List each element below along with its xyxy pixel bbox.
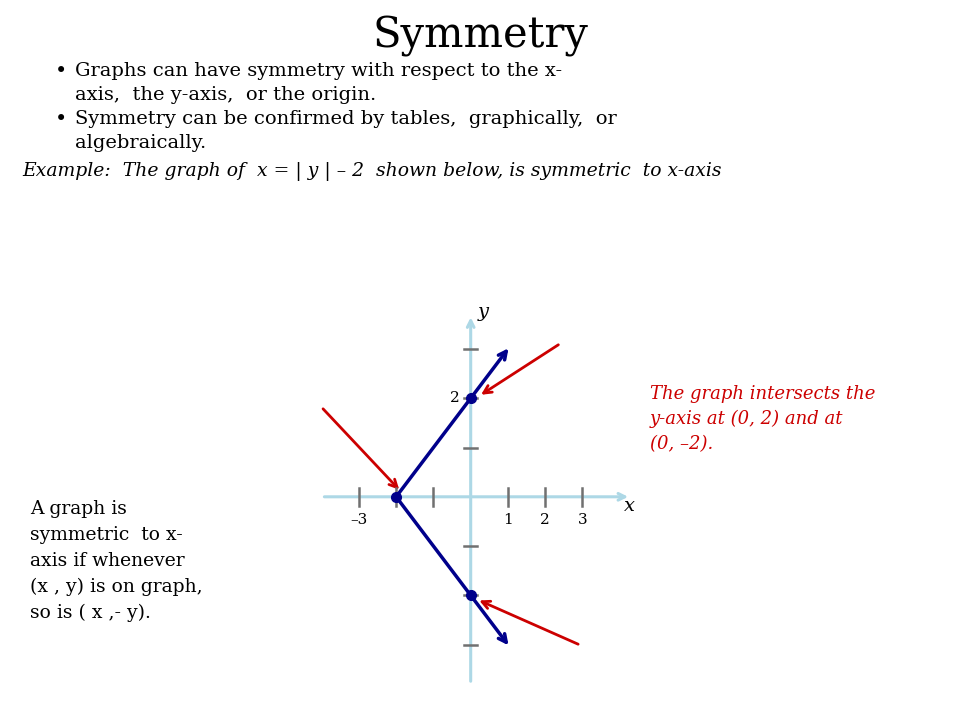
Text: –3: –3 bbox=[350, 513, 368, 527]
Text: axis,  the y-axis,  or the origin.: axis, the y-axis, or the origin. bbox=[75, 86, 376, 104]
Text: •: • bbox=[55, 110, 67, 129]
Text: •: • bbox=[55, 62, 67, 81]
Text: (x , y) is on graph,: (x , y) is on graph, bbox=[30, 578, 203, 596]
Text: 1: 1 bbox=[503, 513, 513, 527]
Text: Symmetry: Symmetry bbox=[372, 15, 588, 57]
Text: y-axis at (0, 2) and at: y-axis at (0, 2) and at bbox=[650, 410, 844, 428]
Text: Graphs can have symmetry with respect to the x-: Graphs can have symmetry with respect to… bbox=[75, 62, 563, 80]
Text: algebraically.: algebraically. bbox=[75, 134, 206, 152]
Text: Symmetry can be confirmed by tables,  graphically,  or: Symmetry can be confirmed by tables, gra… bbox=[75, 110, 616, 128]
Text: axis if whenever: axis if whenever bbox=[30, 552, 184, 570]
Text: y: y bbox=[477, 303, 489, 321]
Text: 3: 3 bbox=[578, 513, 588, 527]
Text: (0, –2).: (0, –2). bbox=[650, 435, 713, 453]
Text: Example:  The graph of  x = | y | – 2  shown below, is symmetric  to x-axis: Example: The graph of x = | y | – 2 show… bbox=[22, 162, 722, 181]
Text: symmetric  to x-: symmetric to x- bbox=[30, 526, 182, 544]
Text: so is ( x ,- y).: so is ( x ,- y). bbox=[30, 604, 151, 622]
Text: 2: 2 bbox=[540, 513, 550, 527]
Text: 2: 2 bbox=[449, 391, 460, 405]
Text: The graph intersects the: The graph intersects the bbox=[650, 385, 876, 403]
Text: x: x bbox=[624, 497, 635, 515]
Text: A graph is: A graph is bbox=[30, 500, 127, 518]
